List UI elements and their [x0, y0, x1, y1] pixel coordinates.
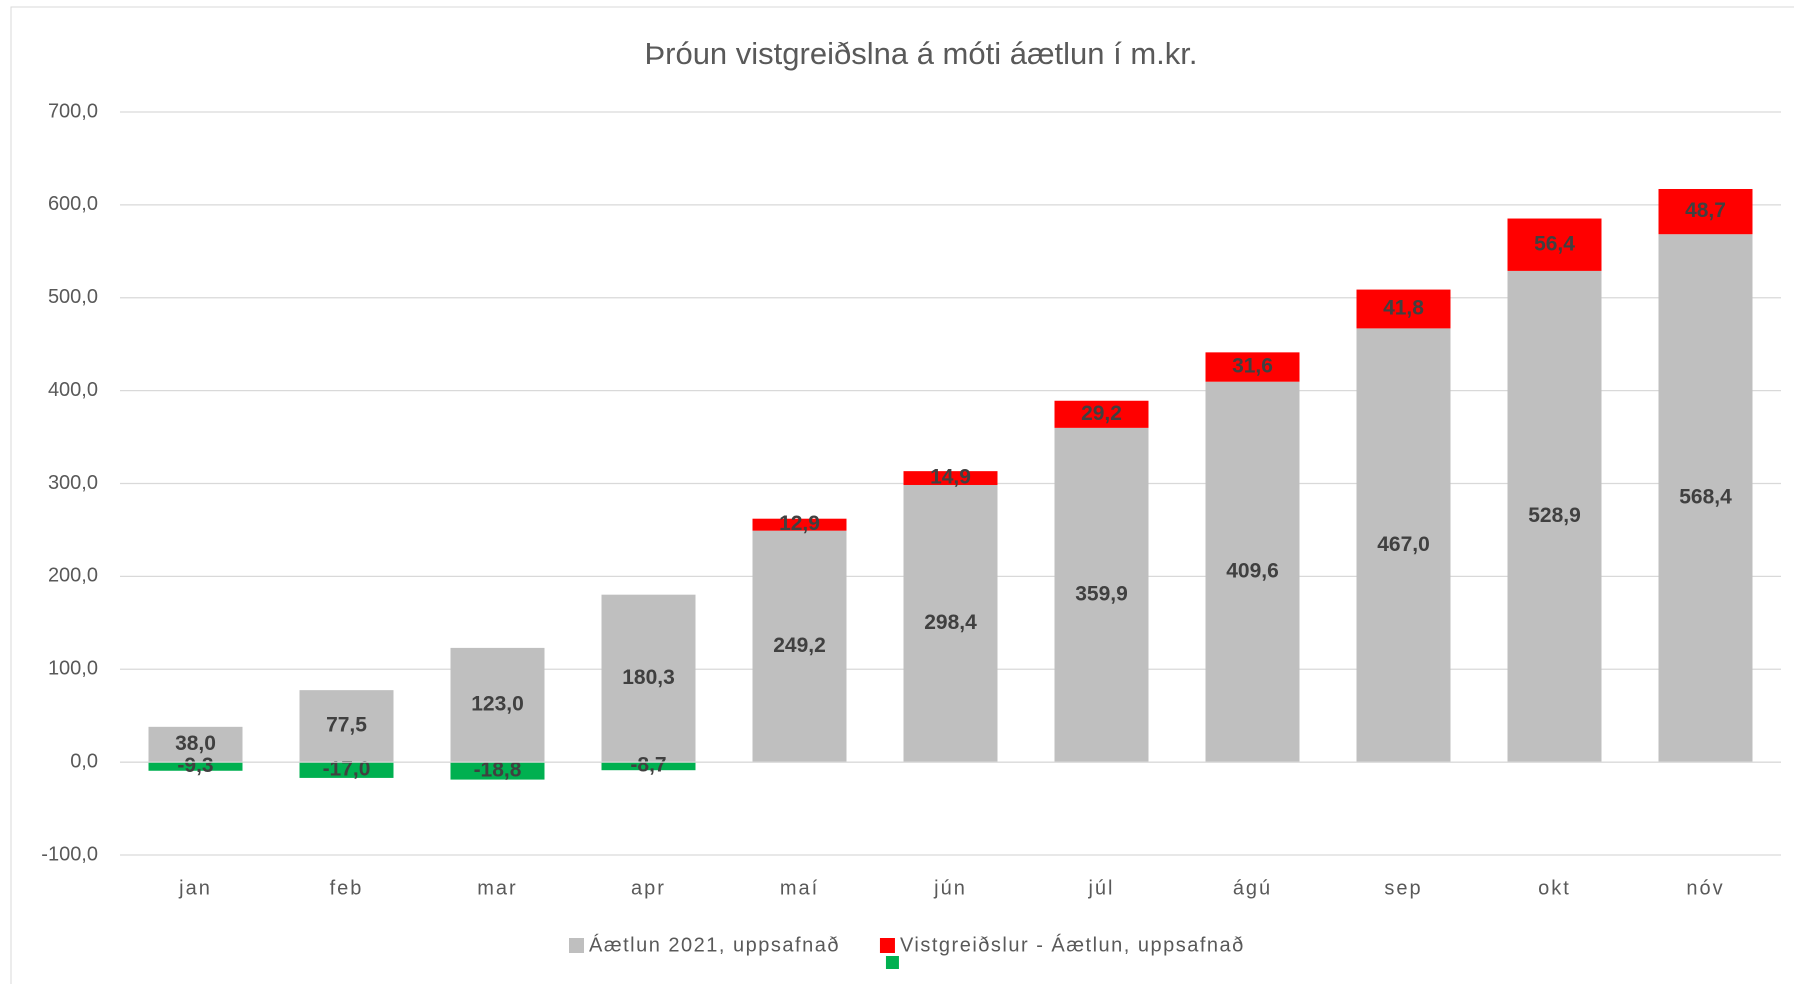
- chart-title: Þróun vistgreiðslna á móti áætlun í m.kr…: [644, 36, 1197, 71]
- y-tick-label: 600,0: [48, 193, 98, 215]
- bar-segment: [450, 762, 545, 780]
- bar-segment: [1205, 352, 1300, 382]
- bar-segment: [1356, 328, 1451, 763]
- x-tick-label: feb: [330, 877, 364, 899]
- data-label: 409,6: [1226, 559, 1279, 582]
- x-tick-label: nóv: [1686, 877, 1724, 899]
- bar-segment: [1205, 381, 1300, 763]
- bar-segment: [148, 726, 243, 763]
- bar-segment: [752, 530, 847, 763]
- data-label: 359,9: [1075, 583, 1128, 606]
- y-tick-label: 0,0: [70, 750, 98, 772]
- data-label: 180,3: [622, 666, 675, 689]
- y-tick-label: 300,0: [48, 472, 98, 494]
- x-tick-label: ágú: [1233, 877, 1272, 899]
- data-label: 29,2: [1081, 402, 1122, 425]
- legend-label: Vistgreiðslur - Áætlun, uppsafnað: [900, 933, 1245, 956]
- data-label: -9,3: [177, 754, 213, 777]
- bar-segment: [1507, 218, 1602, 271]
- data-label: 467,0: [1377, 533, 1430, 556]
- bar-segment: [1658, 188, 1753, 235]
- y-tick-label: 200,0: [48, 565, 98, 587]
- data-label: 123,0: [471, 693, 524, 716]
- bar-segment: [450, 647, 545, 763]
- y-tick-label: 400,0: [48, 379, 98, 401]
- legend-swatch: [879, 938, 895, 953]
- data-label: 568,4: [1679, 486, 1732, 509]
- data-label: 38,0: [175, 732, 216, 755]
- bar-segment: [752, 518, 847, 531]
- x-tick-label: jan: [178, 877, 212, 899]
- bar-segment: [299, 690, 394, 763]
- bar-segment: [299, 762, 394, 778]
- bar-segment: [1356, 289, 1451, 329]
- bar-segment: [903, 471, 998, 485]
- data-label: 12,9: [779, 512, 820, 535]
- data-label: 56,4: [1534, 232, 1575, 255]
- data-label: 41,8: [1383, 297, 1424, 320]
- y-tick-label: -100,0: [41, 843, 98, 865]
- data-label: -17,0: [323, 758, 371, 781]
- x-tick-label: júl: [1087, 877, 1114, 899]
- legend-swatch: [885, 956, 899, 969]
- data-label: 528,9: [1528, 504, 1581, 527]
- y-tick-label: 100,0: [48, 658, 98, 680]
- bar-segment: [601, 594, 696, 763]
- bar-segment: [1507, 270, 1602, 763]
- bar-segment: [903, 484, 998, 763]
- x-tick-label: jún: [933, 877, 967, 899]
- legend-label: Áætlun 2021, uppsafnað: [589, 933, 840, 956]
- y-tick-label: 500,0: [48, 286, 98, 308]
- data-label: 31,6: [1232, 355, 1273, 378]
- x-tick-label: okt: [1538, 877, 1571, 899]
- data-label: 298,4: [924, 611, 977, 634]
- y-tick-label: 700,0: [48, 100, 98, 122]
- bar-segment: [601, 762, 696, 771]
- data-label: 249,2: [773, 634, 826, 657]
- x-tick-label: sep: [1384, 877, 1422, 899]
- chart-border: [10, 6, 1794, 984]
- data-label: -18,8: [474, 758, 522, 781]
- x-tick-label: mar: [477, 877, 517, 899]
- data-label: 48,7: [1685, 199, 1726, 222]
- data-label: -8,7: [630, 754, 666, 777]
- bar-segment: [1054, 427, 1149, 763]
- data-label: 14,9: [930, 466, 971, 489]
- data-label: 77,5: [326, 714, 367, 737]
- x-tick-label: maí: [780, 877, 819, 899]
- x-tick-label: apr: [631, 877, 666, 899]
- bar-segment: [1658, 234, 1753, 763]
- legend-swatch: [569, 938, 584, 953]
- bar-segment: [1054, 400, 1149, 428]
- bar-segment: [148, 762, 243, 771]
